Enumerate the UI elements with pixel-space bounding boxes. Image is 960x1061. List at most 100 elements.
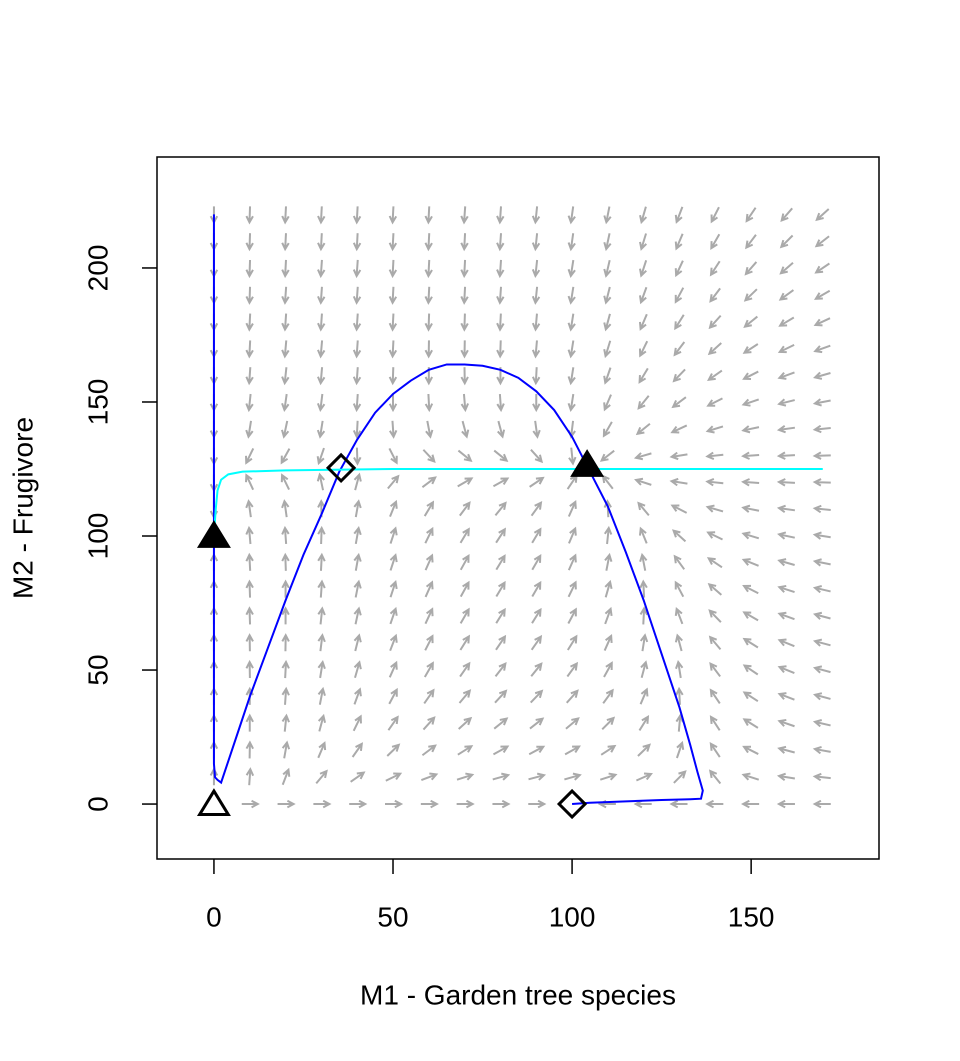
- flow-arrow: [245, 740, 254, 759]
- flow-arrow: [708, 609, 722, 623]
- flow-arrow: [742, 691, 759, 703]
- flow-arrow: [352, 340, 362, 359]
- flow-arrow: [494, 501, 507, 517]
- flow-arrow: [670, 424, 688, 434]
- flow-arrow: [245, 606, 254, 625]
- flow-arrow: [458, 716, 473, 730]
- flow-arrow: [388, 393, 398, 413]
- flow-arrow: [496, 206, 505, 225]
- x-tick-label: 150: [728, 901, 775, 932]
- flow-arrow: [604, 606, 613, 625]
- flow-arrow: [422, 716, 436, 731]
- flow-arrow: [423, 688, 435, 704]
- flow-arrow: [603, 313, 612, 332]
- flow-arrow: [281, 420, 290, 439]
- flow-arrow: [424, 313, 433, 332]
- flow-arrow: [530, 501, 543, 517]
- flow-arrow: [496, 313, 505, 332]
- equilibrium-point: [325, 452, 357, 484]
- flow-arrow: [424, 607, 434, 625]
- flow-arrow: [495, 527, 506, 544]
- flow-arrow: [742, 584, 759, 595]
- flow-arrow: [424, 340, 433, 359]
- flow-arrow: [743, 288, 758, 302]
- flow-arrow: [639, 206, 648, 225]
- flow-arrow: [600, 744, 617, 756]
- flow-arrow: [742, 343, 759, 354]
- flow-arrow: [461, 420, 470, 439]
- flow-arrow: [639, 233, 648, 251]
- equilibrium-point: [570, 449, 605, 477]
- flow-arrow: [459, 580, 470, 598]
- flow-arrow: [633, 799, 652, 809]
- flow-arrow: [495, 607, 506, 624]
- flow-arrow: [317, 579, 326, 598]
- flow-arrow: [778, 289, 795, 301]
- flow-arrow: [245, 579, 254, 598]
- flow-arrow: [568, 526, 577, 544]
- flow-arrow: [424, 634, 434, 651]
- flow-arrow: [245, 393, 254, 413]
- flow-arrow: [706, 557, 723, 569]
- flow-arrow: [777, 398, 795, 407]
- flow-arrow: [316, 420, 326, 439]
- flow-arrow: [812, 799, 831, 809]
- flow-arrow: [245, 767, 255, 786]
- flow-arrow: [317, 606, 326, 625]
- flow-arrow: [674, 206, 684, 224]
- flow-arrow: [353, 499, 362, 518]
- flow-arrow: [741, 425, 760, 434]
- flow-arrow: [529, 689, 544, 704]
- flow-arrow: [420, 772, 439, 782]
- flow-arrow: [528, 799, 547, 809]
- flow-arrow: [709, 260, 721, 277]
- flow-arrow: [457, 449, 473, 462]
- flow-arrow: [669, 477, 688, 487]
- flow-arrow: [388, 206, 398, 225]
- flow-arrow: [492, 799, 511, 809]
- flow-arrow: [317, 286, 326, 305]
- flow-arrow: [245, 259, 254, 279]
- flow-arrow: [566, 661, 579, 678]
- flow-arrow: [635, 422, 651, 436]
- flow-arrow: [601, 716, 616, 731]
- flow-arrow: [708, 635, 722, 650]
- flow-arrow: [385, 772, 403, 782]
- flow-arrow: [567, 607, 577, 624]
- flow-arrow: [422, 449, 436, 464]
- flow-arrow: [317, 233, 326, 252]
- flow-arrow: [281, 633, 290, 652]
- flow-arrow: [316, 393, 326, 413]
- flow-arrow: [425, 420, 434, 439]
- flow-arrow: [317, 367, 326, 386]
- flow-arrow: [459, 634, 471, 651]
- flow-arrow: [456, 799, 475, 809]
- flow-arrow: [424, 526, 434, 544]
- flow-arrow: [531, 206, 541, 225]
- flow-arrow: [245, 286, 254, 305]
- flow-arrow: [779, 234, 794, 249]
- flow-arrow: [812, 745, 831, 755]
- flow-arrow: [528, 772, 547, 781]
- flow-arrow: [353, 606, 362, 625]
- curve: [212, 214, 704, 806]
- flow-arrow: [812, 504, 831, 514]
- flow-arrow: [317, 633, 326, 652]
- flow-arrow: [779, 261, 794, 275]
- flow-arrow: [492, 745, 510, 756]
- flow-arrow: [776, 451, 796, 460]
- flow-arrow: [281, 659, 290, 679]
- flow-arrow: [603, 394, 612, 412]
- flow-arrow: [388, 259, 398, 279]
- flow-arrow: [567, 553, 577, 571]
- flow-arrow: [388, 340, 398, 359]
- y-axis-title: M2 - Frugivore: [7, 417, 38, 599]
- flow-arrow: [245, 206, 254, 225]
- flow-arrow: [669, 451, 688, 461]
- flow-arrow: [673, 770, 687, 784]
- flow-arrow: [603, 233, 612, 252]
- flow-arrow: [389, 553, 398, 571]
- flow-arrow: [812, 665, 831, 674]
- flow-arrow: [424, 233, 433, 252]
- flow-arrow: [350, 771, 366, 783]
